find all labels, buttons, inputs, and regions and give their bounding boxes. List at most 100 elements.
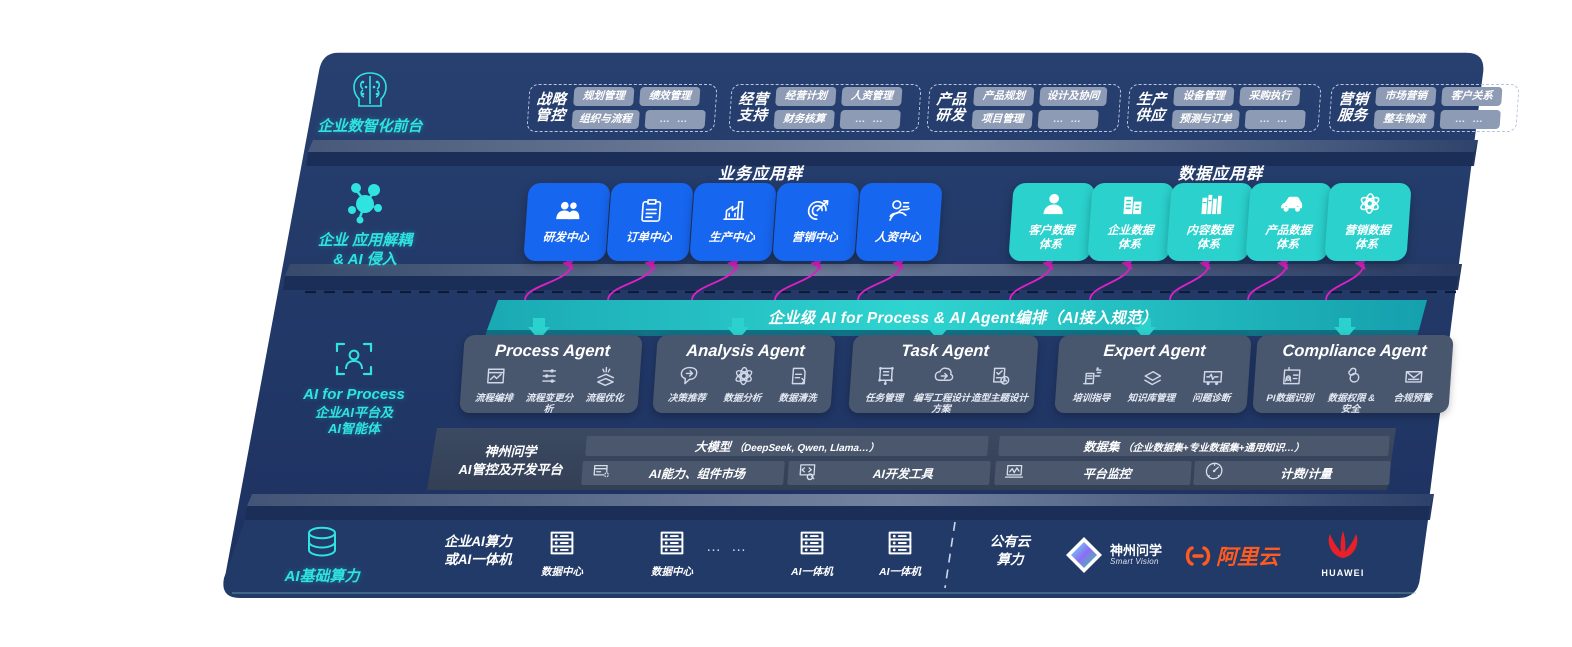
building-icon: [1122, 197, 1142, 215]
front-chip[interactable]: 项目管理: [971, 110, 1033, 129]
agent-item[interactable]: 编写工程设计方案: [912, 365, 973, 416]
front-chip[interactable]: 绩效管理: [639, 87, 701, 106]
front-group-title: 战略 管控: [534, 91, 568, 124]
llm-bar[interactable]: 大模型 （DeepSeek, Qwen, Llama…）: [585, 436, 989, 456]
agent-item[interactable]: 任务管理: [854, 365, 915, 416]
front-chip[interactable]: … …: [839, 110, 901, 129]
rail-aiprocess-label: AI for Process 企业AI平台及 AI智能体: [264, 338, 444, 437]
front-chip[interactable]: 人资管理: [841, 87, 903, 106]
brain-icon: [353, 72, 387, 107]
agent-card-5[interactable]: Compliance Agent PI数据识别 数据权限 & 安全 合规预警: [1252, 335, 1454, 416]
shield-overlap-icon: [1348, 367, 1360, 383]
agent-item[interactable]: 合规预警: [1381, 365, 1446, 416]
front-chip[interactable]: … …: [1037, 110, 1099, 129]
cloud-gear-icon: [931, 365, 955, 392]
data-card-1[interactable]: 客户数据 体系: [1008, 183, 1096, 261]
agent-item-label: 合规预警: [1393, 393, 1432, 404]
flow-chart-icon: [486, 368, 505, 384]
agent-item[interactable]: 流程变更分析: [520, 365, 579, 416]
front-chip[interactable]: 财务核算: [773, 110, 835, 129]
business-card-5[interactable]: 人资中心: [855, 183, 943, 261]
ai-devtool-bar[interactable]: AI开发工具: [787, 461, 991, 485]
data-card-4[interactable]: 产品数据 体系: [1245, 183, 1333, 261]
business-card-4[interactable]: 营销中心: [772, 183, 860, 261]
infra-node-2[interactable]: 数据中心: [644, 528, 700, 579]
front-chip[interactable]: 采购执行: [1239, 87, 1301, 106]
devtool-icon: [797, 461, 819, 486]
books-icon: [1198, 191, 1225, 221]
business-card-label: 生产中心: [708, 232, 756, 245]
front-chip[interactable]: 设备管理: [1173, 87, 1235, 106]
data-card-5[interactable]: 营销数据 体系: [1324, 183, 1412, 261]
aliyun-name: 阿里云: [1216, 546, 1279, 569]
front-chip[interactable]: … …: [1244, 110, 1306, 129]
front-group-3[interactable]: 产品 研发 产品规划 设计及协同 项目管理… …: [926, 84, 1122, 132]
business-card-1[interactable]: 研发中心: [523, 183, 611, 261]
data-card-2[interactable]: 企业数据 体系: [1087, 183, 1175, 261]
id-card-icon: [1282, 366, 1301, 385]
agent-item[interactable]: 造型主题设计: [969, 365, 1030, 416]
dataset-bar[interactable]: 数据集 （企业数据集+专业数据集+通用知识…）: [998, 436, 1390, 456]
llm-bar-label: 大模型 （DeepSeek, Qwen, Llama…）: [694, 439, 880, 454]
front-chip[interactable]: 规划管理: [573, 87, 635, 106]
front-group-1[interactable]: 战略 管控 规划管理 绩效管理组织与流程… …: [526, 84, 718, 132]
front-group-2[interactable]: 经营 支持 经营计划 人资管理 财务核算… …: [728, 84, 922, 132]
agent-item[interactable]: 知识库管理: [1121, 365, 1184, 405]
front-group-title: 生产 供应: [1134, 91, 1168, 124]
agent-item[interactable]: PI数据识别: [1258, 365, 1323, 416]
agent-card-2[interactable]: Analysis Agent 决策推荐 数据分析 数据清洗: [652, 335, 836, 413]
data-group-title: 数据应用群: [1178, 166, 1264, 183]
business-card-label: 营销中心: [791, 232, 839, 245]
diagnose-icon: [1201, 365, 1225, 392]
data-clean-icon: [791, 367, 807, 385]
person-scan-icon: [335, 342, 373, 376]
agent-item[interactable]: 培训指导: [1061, 365, 1124, 405]
chip-row: 整车物流… …: [1373, 110, 1501, 129]
agent-item[interactable]: 问题诊断: [1181, 365, 1244, 405]
front-group-5[interactable]: 营销 服务 市场营销 客户关系 整车物流… …: [1328, 84, 1520, 132]
front-chip[interactable]: 预测与订单: [1171, 110, 1240, 129]
market-icon: [593, 464, 609, 477]
business-card-3[interactable]: 生产中心: [689, 183, 777, 261]
agent-item[interactable]: 数据权限 & 安全: [1319, 365, 1384, 416]
monitor-bar[interactable]: 平台监控: [994, 461, 1192, 485]
front-chip[interactable]: 市场营销: [1375, 87, 1437, 106]
server-icon: [534, 528, 590, 563]
front-group-chips: 设备管理 采购执行预测与订单… …: [1171, 87, 1307, 129]
market-icon: [591, 461, 613, 486]
agent-item[interactable]: 流程优化: [576, 365, 635, 416]
infra-node-1[interactable]: 数据中心: [534, 528, 590, 579]
front-chip[interactable]: 设计及协同: [1039, 87, 1107, 106]
agent-item[interactable]: 数据清洗: [769, 365, 827, 405]
ai-market-bar[interactable]: AI能力、组件市场: [581, 461, 785, 485]
front-chip[interactable]: … …: [1439, 110, 1501, 129]
agent-card-1[interactable]: Process Agent 流程编排 流程变更分析 流程优化: [459, 335, 643, 416]
agent-title: Compliance Agent: [1281, 342, 1428, 360]
agent-item-label: 数据分析: [722, 393, 762, 404]
agent-item[interactable]: 决策推荐: [659, 365, 717, 405]
business-card-2[interactable]: 订单中心: [606, 183, 694, 261]
agent-title: Task Agent: [900, 342, 990, 360]
front-group-title: 营销 服务: [1336, 91, 1370, 124]
agent-item-label: 知识库管理: [1127, 393, 1176, 404]
front-chip[interactable]: 组织与流程: [571, 110, 640, 129]
private-compute-title: 企业AI算力 或AI一体机: [444, 534, 512, 567]
front-chip[interactable]: 产品规划: [973, 87, 1035, 106]
front-chip[interactable]: 客户关系: [1441, 87, 1503, 106]
agent-title: Analysis Agent: [685, 342, 806, 360]
front-chip[interactable]: 经营计划: [775, 87, 837, 106]
chip-row: 市场营销 客户关系: [1375, 87, 1503, 106]
billing-bar[interactable]: 计费/计量: [1193, 461, 1391, 485]
data-card-label: 企业数据 体系: [1106, 225, 1154, 251]
front-chip[interactable]: 整车物流: [1373, 110, 1435, 129]
agent-item[interactable]: 流程编排: [465, 365, 524, 416]
agent-card-3[interactable]: Task Agent 任务管理 编写工程设计方案 造型主题设计: [848, 335, 1039, 416]
front-chip[interactable]: … …: [644, 110, 706, 129]
data-card-3[interactable]: 内容数据 体系: [1166, 183, 1254, 261]
infra-node-4[interactable]: AI一体机: [784, 528, 840, 579]
agent-card-4[interactable]: Expert Agent 培训指导 知识库管理 问题诊断: [1054, 335, 1252, 413]
layers-spark-icon: [597, 366, 615, 387]
front-group-4[interactable]: 生产 供应 设备管理 采购执行预测与订单… …: [1126, 84, 1322, 132]
infra-node-5[interactable]: AI一体机: [872, 528, 928, 579]
agent-item[interactable]: 数据分析: [714, 365, 772, 405]
